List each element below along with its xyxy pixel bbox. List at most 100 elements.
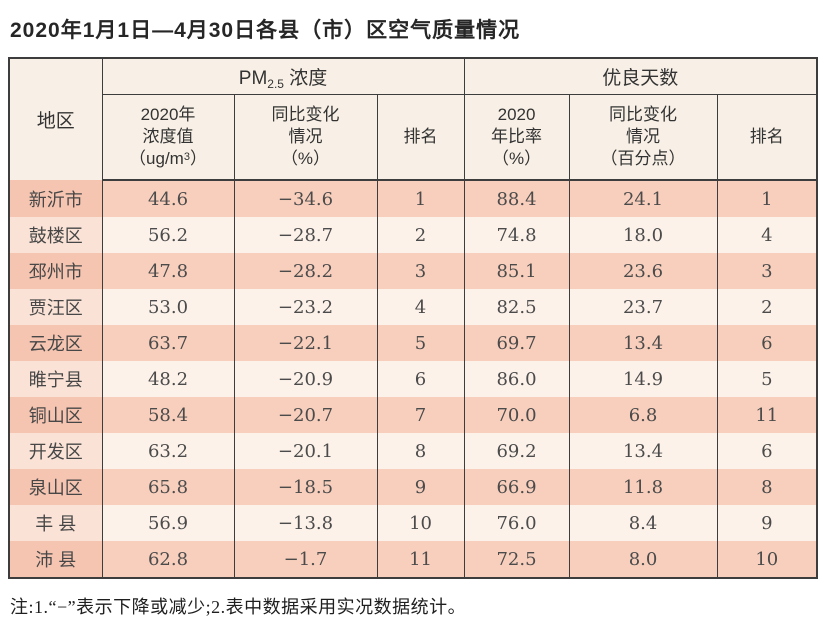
column-header-good-rank: 排名 (716, 94, 818, 181)
table-body: 新沂市 44.6 −34.6 1 88.4 24.1 1 鼓楼区 56.2 −28.7 2 74.8 1… (8, 180, 818, 578)
cell-pm-rank: 1 (376, 180, 465, 217)
cell-pm-rank: 9 (376, 469, 465, 505)
header-sub-row: 2020年 浓度值 （ug/m3） 同比变化 情况 （%） 排名 2020 年比… (9, 94, 818, 181)
table-row: 云龙区 63.7 −22.1 5 69.7 13.4 6 (8, 325, 818, 361)
pm-label: PM (238, 67, 268, 89)
cell-region: 鼓楼区 (8, 217, 102, 253)
cell-pm-value: 48.2 (101, 361, 234, 397)
cell-rank: 9 (716, 505, 818, 541)
table-row: 邳州市 47.8 −28.2 3 85.1 23.6 3 (8, 253, 818, 289)
cell-pm-rank: 8 (376, 433, 465, 469)
cell-rank: 3 (716, 253, 818, 289)
cell-region: 开发区 (8, 433, 102, 469)
cell-rank: 11 (716, 397, 818, 433)
table-row: 鼓楼区 56.2 −28.7 2 74.8 18.0 4 (8, 217, 818, 253)
cell-rate-change: 8.4 (568, 505, 718, 541)
cell-pm-value: 56.9 (101, 505, 234, 541)
cell-pm-rank: 10 (376, 505, 465, 541)
cell-rate: 74.8 (463, 217, 570, 253)
cell-pm-value: 44.6 (101, 180, 234, 217)
cell-region: 铜山区 (8, 397, 102, 433)
cell-rate: 72.5 (463, 541, 570, 578)
pm-subscript: 2.5 (267, 76, 284, 91)
cell-rank: 2 (716, 289, 818, 325)
cell-pm-value: 53.0 (101, 289, 234, 325)
table-row: 睢宁县 48.2 −20.9 6 86.0 14.9 5 (8, 361, 818, 397)
cell-region: 邳州市 (8, 253, 102, 289)
cell-pm-rank: 3 (376, 253, 465, 289)
pm-suffix: 浓度 (283, 67, 328, 89)
column-header-good-ratio: 2020 年比率 （%） (463, 94, 570, 181)
cell-pm-value: 65.8 (101, 469, 234, 505)
page-title: 2020年1月1日—4月30日各县（市）区空气质量情况 (10, 19, 521, 42)
cell-rate: 88.4 (463, 180, 570, 217)
cell-rank: 8 (716, 469, 818, 505)
cell-rate-change: 11.8 (568, 469, 718, 505)
cell-rate-change: 14.9 (568, 361, 718, 397)
cell-pm-value: 58.4 (101, 397, 234, 433)
footnote: 注:1.“−”表示下降或减少;2.表中数据采用实况数据统计。 (10, 597, 467, 617)
cell-rate: 69.2 (463, 433, 570, 469)
table-row: 贾汪区 53.0 −23.2 4 82.5 23.7 2 (8, 289, 818, 325)
cell-pm-change: −18.5 (233, 469, 377, 505)
cell-pm-change: −20.7 (233, 397, 377, 433)
cell-pm-value: 62.8 (101, 541, 234, 578)
cell-pm-change: −20.9 (233, 361, 377, 397)
column-header-region: 地区 (8, 58, 102, 180)
table-row: 新沂市 44.6 −34.6 1 88.4 24.1 1 (8, 180, 818, 217)
cell-region: 新沂市 (8, 180, 102, 217)
cell-pm-rank: 6 (376, 361, 465, 397)
cell-pm-change: −28.2 (233, 253, 377, 289)
cell-rate: 85.1 (463, 253, 570, 289)
table-row: 开发区 63.2 −20.1 8 69.2 13.4 6 (8, 433, 818, 469)
cell-rate-change: 13.4 (568, 325, 718, 361)
column-header-pm-value: 2020年 浓度值 （ug/m3） (101, 94, 234, 181)
pm-unit: （ug/m3） (129, 149, 207, 169)
cell-pm-change: −20.1 (233, 433, 377, 469)
cell-region: 睢宁县 (8, 361, 102, 397)
cell-pm-change: −22.1 (233, 325, 377, 361)
group-header-pm25: PM2.5 浓度 (101, 58, 465, 95)
table-row: 泉山区 65.8 −18.5 9 66.9 11.8 8 (8, 469, 818, 505)
cell-rate-change: 8.0 (568, 541, 718, 578)
cell-rate: 82.5 (463, 289, 570, 325)
column-header-pm-change: 同比变化 情况 （%） (233, 94, 377, 181)
cell-rate: 70.0 (463, 397, 570, 433)
cell-region: 丰 县 (8, 505, 102, 541)
cell-pm-value: 47.8 (101, 253, 234, 289)
cell-rate: 69.7 (463, 325, 570, 361)
table-header: 地区 PM2.5 浓度 优良天数 2020年 浓度值 （ug/m3） 同比变化 … (8, 58, 818, 181)
cell-region: 泉山区 (8, 469, 102, 505)
cell-pm-rank: 4 (376, 289, 465, 325)
cell-pm-rank: 2 (376, 217, 465, 253)
cell-rate-change: 23.7 (568, 289, 718, 325)
column-header-pm-rank: 排名 (376, 94, 465, 181)
cell-rate: 86.0 (463, 361, 570, 397)
cell-rate-change: 6.8 (568, 397, 718, 433)
cell-pm-value: 63.7 (101, 325, 234, 361)
cell-rate-change: 18.0 (568, 217, 718, 253)
cell-rank: 6 (716, 433, 818, 469)
cell-rate: 66.9 (463, 469, 570, 505)
cell-rank: 6 (716, 325, 818, 361)
cell-pm-change: −1.7 (233, 541, 377, 578)
cell-pm-change: −34.6 (233, 180, 377, 217)
cell-region: 云龙区 (8, 325, 102, 361)
group-header-good-days: 优良天数 (463, 58, 818, 95)
cell-rank: 5 (716, 361, 818, 397)
cell-rate: 76.0 (463, 505, 570, 541)
cell-pm-value: 63.2 (101, 433, 234, 469)
cell-pm-rank: 7 (376, 397, 465, 433)
column-header-good-change: 同比变化 情况 （百分点） (568, 94, 718, 181)
cell-rate-change: 23.6 (568, 253, 718, 289)
air-quality-table: 地区 PM2.5 浓度 优良天数 2020年 浓度值 （ug/m3） 同比变化 … (8, 57, 819, 579)
table-row: 铜山区 58.4 −20.7 7 70.0 6.8 11 (8, 397, 818, 433)
cell-rank: 1 (716, 180, 818, 217)
cell-region: 贾汪区 (8, 289, 102, 325)
cell-pm-change: −13.8 (233, 505, 377, 541)
cell-pm-rank: 11 (376, 541, 465, 578)
cell-region: 沛 县 (8, 541, 102, 578)
cell-rate-change: 13.4 (568, 433, 718, 469)
cell-pm-value: 56.2 (101, 217, 234, 253)
